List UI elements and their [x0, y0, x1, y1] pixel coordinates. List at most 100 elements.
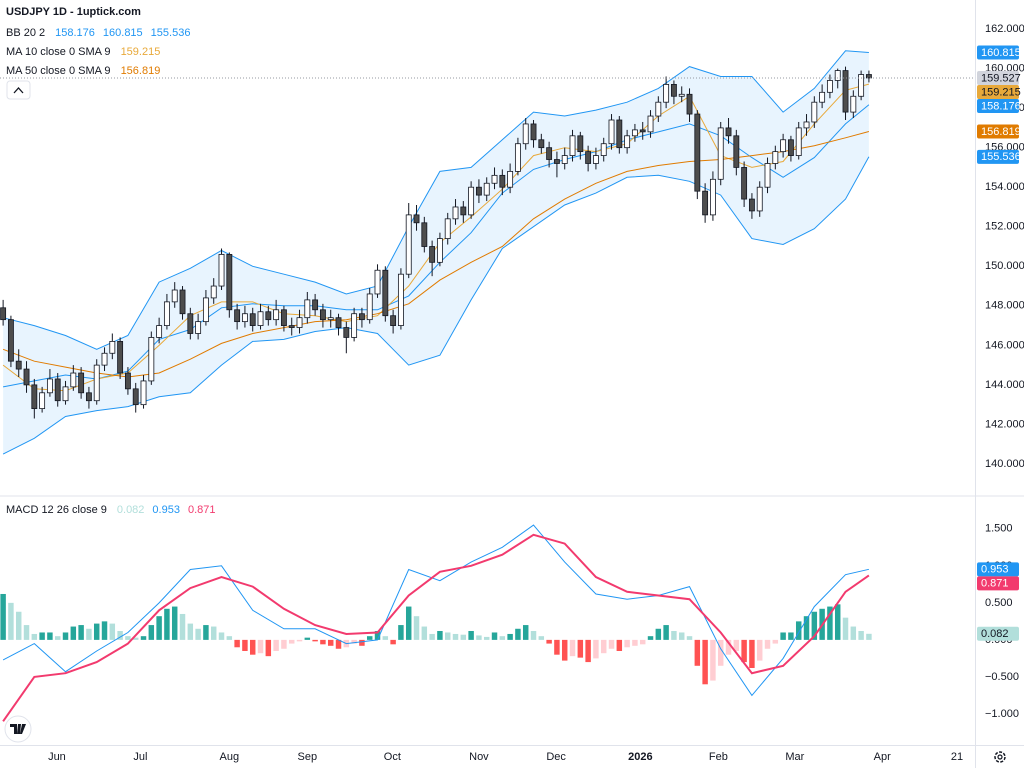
- histogram-bar: [351, 639, 357, 644]
- histogram-bar: [803, 616, 810, 640]
- x-tick-label: Sep: [298, 751, 318, 763]
- histogram-bar: [741, 639, 747, 663]
- candle-body: [639, 129, 646, 133]
- histogram-bar: [499, 636, 506, 640]
- histogram-bar: [468, 630, 474, 640]
- histogram-bar: [93, 623, 100, 640]
- histogram-bar: [148, 625, 155, 640]
- y-tick-label: 148.000: [985, 300, 1024, 312]
- histogram-bar: [140, 636, 147, 640]
- candle-body: [803, 121, 810, 129]
- candle-body: [327, 317, 334, 321]
- candle-body: [351, 313, 358, 338]
- candle-body: [421, 222, 428, 247]
- histogram-bar: [546, 639, 552, 644]
- candle-body: [187, 313, 194, 334]
- candle-body: [218, 254, 225, 287]
- price-tag: [977, 562, 1019, 577]
- candle-body: [468, 186, 475, 216]
- histogram-bar: [164, 608, 170, 640]
- histogram-bar: [616, 639, 623, 651]
- button-frame[interactable]: [6, 80, 31, 100]
- histogram-bar: [788, 632, 794, 640]
- candle-body: [647, 115, 654, 133]
- candle-body: [202, 297, 209, 323]
- y-tick-label: 162.000: [985, 23, 1024, 35]
- candle-body: [366, 293, 373, 321]
- candle-body: [811, 101, 818, 123]
- y-tick-label: 142.000: [985, 418, 1024, 430]
- histogram-bar: [382, 636, 389, 640]
- candle-body: [335, 317, 342, 328]
- x-tick-label: Feb: [709, 751, 728, 763]
- candle-body: [374, 269, 381, 295]
- histogram-bar: [327, 639, 334, 646]
- histogram-bar: [530, 630, 537, 640]
- candle-body: [312, 299, 319, 311]
- candle-body: [117, 340, 124, 374]
- candle-body: [795, 127, 802, 156]
- histogram-bar: [733, 639, 740, 651]
- candle-body: [257, 311, 264, 326]
- candle-body: [522, 123, 529, 145]
- histogram-bar: [585, 639, 591, 663]
- y-tick-label: −1.000: [985, 708, 1019, 720]
- histogram-bar: [756, 639, 763, 661]
- settings-button[interactable]: [994, 751, 1006, 763]
- chevron-icon[interactable]: [13, 87, 24, 94]
- histogram-bar: [717, 639, 724, 666]
- candle-body: [109, 340, 116, 354]
- candle-body: [382, 269, 389, 317]
- histogram-bar: [678, 632, 685, 640]
- histogram-bar: [203, 625, 209, 640]
- price-tag: [977, 124, 1019, 139]
- histogram-bar: [179, 613, 186, 640]
- candle-body: [850, 95, 857, 113]
- candle-body: [319, 309, 326, 321]
- candle-body: [405, 214, 412, 275]
- logo-mark[interactable]: [10, 724, 26, 734]
- collapse-button[interactable]: [6, 80, 31, 100]
- y-tick-label: 140.000: [985, 458, 1024, 470]
- candle-body: [85, 392, 92, 402]
- price-tag-label: 160.815: [981, 47, 1021, 59]
- price-tag: [977, 98, 1019, 113]
- histogram-bar: [671, 630, 677, 640]
- histogram-bar: [858, 630, 864, 640]
- histogram-bar: [210, 626, 217, 640]
- candle-body: [171, 289, 178, 303]
- macd-line: [2, 524, 870, 697]
- price-tag-label: 158.176: [981, 100, 1021, 112]
- histogram-bar: [725, 639, 732, 655]
- histogram-bar: [234, 639, 240, 648]
- candle-body: [15, 360, 22, 370]
- gear-hub[interactable]: [997, 754, 1003, 760]
- y-tick-label: 146.000: [985, 339, 1024, 351]
- histogram-bar: [31, 633, 38, 640]
- histogram-bar: [632, 639, 638, 646]
- histogram-bar: [304, 637, 311, 640]
- histogram-bar: [117, 630, 123, 640]
- candle-body: [709, 178, 716, 216]
- histogram-bar: [0, 593, 6, 640]
- legend-value: 155.536: [151, 27, 191, 39]
- chart-title: USDJPY 1D - 1uptick.com: [6, 6, 141, 18]
- histogram-bar: [444, 632, 451, 640]
- histogram-bar: [125, 636, 131, 640]
- candle-body: [826, 80, 833, 93]
- candle-body: [514, 143, 521, 172]
- candle-body: [265, 311, 272, 321]
- candle-body: [834, 70, 841, 81]
- legend-name: MACD 12 26 close 9: [6, 504, 107, 516]
- tv-logo[interactable]: [4, 715, 32, 743]
- candle-body: [686, 93, 693, 115]
- candle-body: [475, 186, 482, 196]
- gear-icon[interactable]: [994, 751, 1006, 763]
- histogram-bar: [421, 626, 428, 640]
- candle-body: [764, 163, 771, 188]
- histogram-bar: [62, 632, 69, 640]
- candle-body: [530, 123, 537, 141]
- price-tag-label: 159.527: [981, 72, 1021, 84]
